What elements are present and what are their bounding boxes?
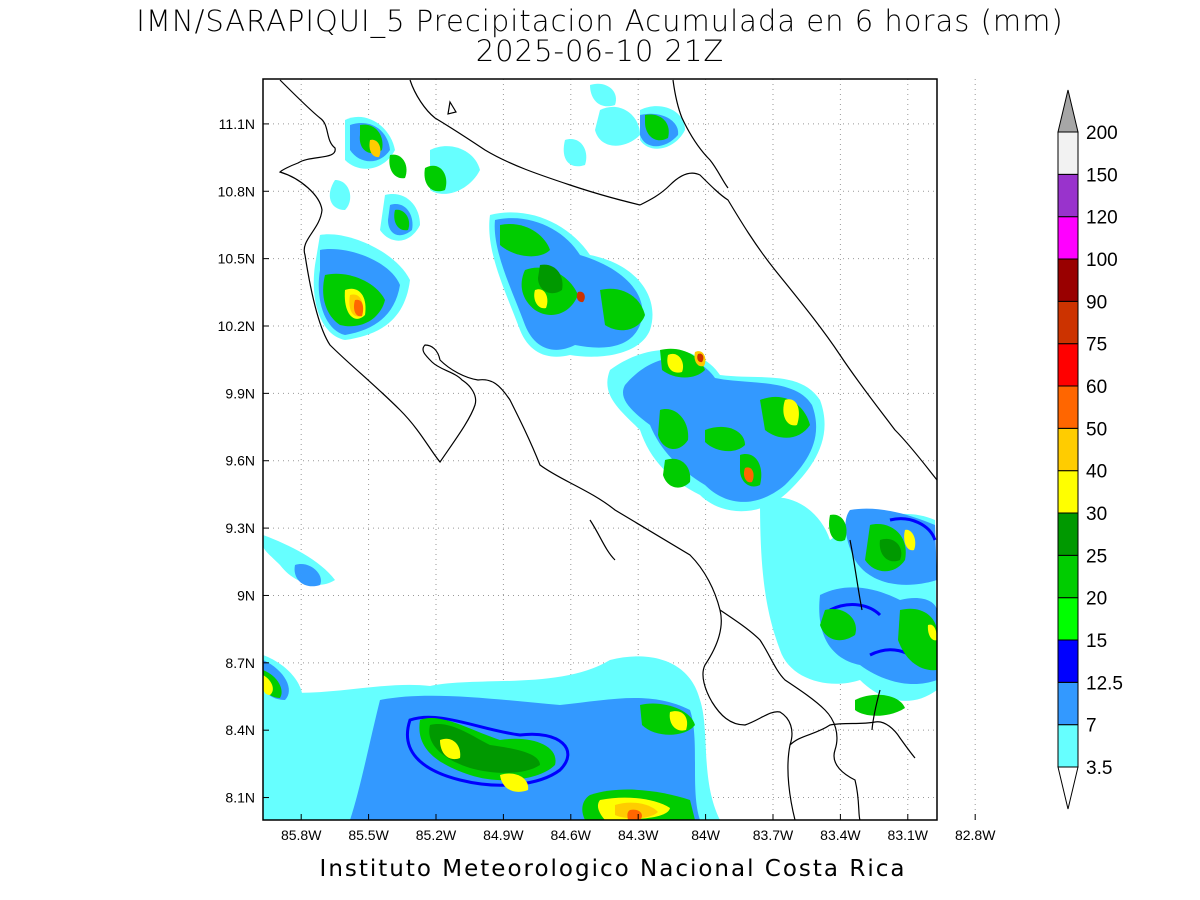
lat-tick-label: 10.8N bbox=[218, 183, 255, 199]
coastlines bbox=[278, 79, 937, 820]
map-title: IMN/SARAPIQUI_5 Precipitacion Acumulada … bbox=[136, 4, 1064, 38]
lon-tick-label: 82.8W bbox=[955, 827, 996, 843]
lat-tick-label: 10.2N bbox=[218, 318, 255, 334]
lon-tick-label: 85.5W bbox=[348, 827, 389, 843]
lat-tick-label: 11.1N bbox=[219, 116, 255, 132]
lon-tick-label: 83.1W bbox=[888, 827, 929, 843]
lon-tick-label: 85.2W bbox=[416, 827, 457, 843]
colorbar-level-label: 12.5 bbox=[1086, 673, 1123, 694]
colorbar-level-label: 30 bbox=[1086, 504, 1107, 525]
map-datetime: 2025-06-10 21Z bbox=[475, 34, 725, 68]
colorbar-level-label: 200 bbox=[1086, 123, 1118, 144]
colorbar-box bbox=[1057, 512, 1079, 556]
latitude-axis: 8.1N 8.4N 8.7N 9N 9.3N 9.6N 9.9N 10.2N 10.5N 10.8… bbox=[218, 116, 269, 806]
lat-tick-label: 8.1N bbox=[225, 790, 255, 806]
colorbar-box bbox=[1057, 597, 1079, 641]
colorbar-box bbox=[1057, 258, 1079, 302]
lat-tick-label: 9N bbox=[237, 587, 255, 603]
colorbar-min-arrow bbox=[1057, 766, 1079, 810]
colorbar-level-label: 150 bbox=[1086, 165, 1118, 186]
colorbar-box bbox=[1057, 216, 1079, 260]
colorbar-box bbox=[1057, 131, 1079, 175]
colorbar-box bbox=[1057, 724, 1079, 768]
colorbar-level-label: 20 bbox=[1086, 589, 1107, 610]
colorbar-box bbox=[1057, 385, 1079, 429]
lat-tick-label: 10.5N bbox=[218, 251, 255, 267]
lon-tick-label: 83.7W bbox=[753, 827, 794, 843]
colorbar-box bbox=[1057, 681, 1079, 726]
lat-tick-label: 9.3N bbox=[225, 520, 255, 536]
footer-credit: Instituto Meteorologico Nacional Costa R… bbox=[319, 856, 907, 882]
lon-tick-label: 84W bbox=[691, 827, 721, 843]
colorbar-level-label: 7 bbox=[1086, 716, 1097, 737]
lon-tick-label: 84.9W bbox=[483, 827, 524, 843]
colorbar-box bbox=[1057, 173, 1079, 218]
colorbar-level-label: 90 bbox=[1086, 292, 1107, 313]
colorbar-level-label: 60 bbox=[1086, 377, 1107, 398]
colorbar-box bbox=[1057, 470, 1079, 514]
colorbar-box bbox=[1057, 639, 1079, 683]
colorbar-box bbox=[1057, 554, 1079, 599]
longitude-axis: 85.8W 85.5W 85.2W 84.9W 84.6W 84.3W 84W 83.7W 83… bbox=[281, 814, 996, 843]
lat-tick-label: 9.9N bbox=[225, 385, 255, 401]
colorbar-box bbox=[1057, 343, 1079, 387]
colorbar-level-label: 50 bbox=[1086, 419, 1107, 440]
map-frame bbox=[262, 78, 938, 821]
colorbar-level-label: 40 bbox=[1086, 462, 1107, 483]
colorbar-level-label: 120 bbox=[1086, 208, 1118, 229]
colorbar-level-label: 15 bbox=[1086, 631, 1107, 652]
colorbar-level-label: 100 bbox=[1086, 250, 1118, 271]
colorbar-level-label: 3.5 bbox=[1086, 758, 1112, 779]
lat-tick-label: 9.6N bbox=[225, 453, 255, 469]
colorbar-box bbox=[1057, 427, 1079, 472]
lon-tick-label: 84.3W bbox=[618, 827, 659, 843]
lat-tick-label: 8.4N bbox=[225, 722, 255, 738]
lon-tick-label: 84.6W bbox=[551, 827, 592, 843]
lon-tick-label: 85.8W bbox=[281, 827, 322, 843]
colorbar-level-label: 75 bbox=[1086, 335, 1107, 356]
colorbar-box bbox=[1057, 300, 1079, 345]
colorbar-max-arrow bbox=[1057, 89, 1079, 133]
colorbar-level-label: 25 bbox=[1086, 546, 1107, 567]
lon-tick-label: 83.4W bbox=[820, 827, 861, 843]
lat-tick-label: 8.7N bbox=[225, 655, 255, 671]
precipitation-field bbox=[263, 79, 937, 820]
